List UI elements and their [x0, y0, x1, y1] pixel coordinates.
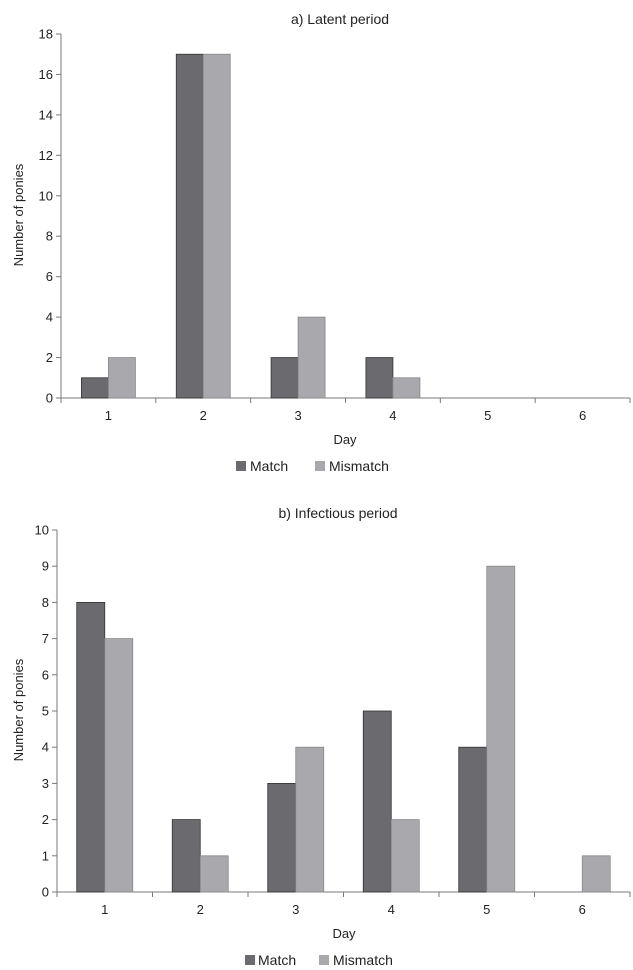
chart-b-legend-swatch-match: [245, 955, 255, 965]
chart-a-bar-match-day-3: [270, 357, 299, 399]
chart-a-legend-swatch-match: [236, 461, 246, 471]
chart-b-x-tick-label: 5: [483, 902, 490, 917]
chart-a-x-tick-label: 1: [105, 408, 112, 423]
chart-b-bar-mismatch-day-1: [104, 638, 134, 893]
chart-a-y-tick-label: 10: [39, 188, 53, 203]
chart-a-y-tick-label: 8: [46, 229, 53, 244]
chart-a-xlabel: Day: [333, 432, 357, 447]
chart-infectious-period: b) Infectious period Number of ponies Da…: [11, 505, 631, 968]
chart-b-bar-mismatch-day-6: [581, 855, 611, 893]
chart-a-legend-label-match: Match: [250, 458, 288, 474]
chart-a-y-tick-label: 6: [46, 269, 53, 284]
chart-b-y-tick-label: 9: [42, 559, 49, 574]
chart-a-bar-match-day-4: [365, 357, 394, 399]
chart-b-bar-match-day-1: [76, 602, 106, 893]
chart-a-y-tick-label: 12: [39, 148, 53, 163]
chart-b-bar-match-day-3: [267, 783, 297, 893]
chart-b-x-tick-label: 1: [101, 902, 108, 917]
chart-b-title: b) Infectious period: [278, 505, 397, 521]
chart-a-bar-mismatch-day-3: [297, 316, 326, 399]
chart-a-x-tick-label: 2: [200, 408, 207, 423]
chart-b-y-tick-label: 4: [42, 740, 49, 755]
chart-b-ylabel: Number of ponies: [11, 658, 26, 761]
chart-b-legend-label-mismatch: Mismatch: [333, 952, 393, 968]
chart-a-y-tick-label: 4: [46, 310, 53, 325]
chart-a-ylabel: Number of ponies: [11, 163, 26, 266]
chart-b-y-tick-label: 0: [42, 885, 49, 900]
chart-b-bar-match-day-4: [362, 710, 392, 893]
chart-b-y-tick-label: 6: [42, 667, 49, 682]
chart-b-y-tick-label: 10: [35, 523, 49, 538]
chart-b-y-tick-label: 7: [42, 631, 49, 646]
chart-b-legend: Match Mismatch: [245, 952, 393, 968]
chart-a-x-tick-label: 5: [484, 408, 491, 423]
chart-b-x-tick-label: 3: [292, 902, 299, 917]
chart-a-x-tick-label: 3: [294, 408, 301, 423]
chart-a-y-tick-label: 16: [39, 67, 53, 82]
chart-b-y-tick-label: 5: [42, 704, 49, 719]
chart-b-y-tick-label: 2: [42, 812, 49, 827]
chart-a-bar-mismatch-day-4: [392, 377, 421, 399]
chart-b-xlabel: Day: [332, 926, 356, 941]
chart-b-x-tick-label: 4: [388, 902, 395, 917]
chart-a-x-tick-label: 4: [389, 408, 396, 423]
chart-a-bar-mismatch-day-1: [108, 357, 136, 399]
chart-a-legend-swatch-mismatch: [315, 461, 325, 471]
chart-a-y-tick-label: 14: [39, 107, 53, 122]
chart-b-bar-match-day-5: [458, 746, 488, 893]
chart-a-bar-mismatch-day-2: [202, 53, 231, 399]
chart-a-legend-label-mismatch: Mismatch: [329, 458, 389, 474]
chart-b-y-tick-label: 3: [42, 776, 49, 791]
chart-a-bar-match-day-1: [81, 377, 109, 399]
chart-a-x-tick-label: 6: [579, 408, 586, 423]
chart-a-bar-match-day-2: [175, 53, 204, 399]
chart-latent-period: a) Latent period Number of ponies Day 0 2…: [11, 11, 631, 474]
chart-a-y-tick-label: 2: [46, 350, 53, 365]
chart-b-bar-mismatch-day-2: [199, 855, 229, 893]
chart-b-x-tick-label: 2: [197, 902, 204, 917]
chart-a-legend: Match Mismatch: [236, 458, 389, 474]
chart-b-y-tick-label: 1: [42, 848, 49, 863]
chart-b-x-tick-label: 6: [579, 902, 586, 917]
chart-b-bar-mismatch-day-3: [295, 746, 325, 893]
chart-a-y-tick-label: 0: [46, 391, 53, 406]
chart-b-bar-mismatch-day-5: [486, 565, 516, 893]
chart-a-title: a) Latent period: [291, 11, 389, 27]
chart-b-bar-match-day-2: [171, 819, 201, 893]
chart-b-legend-label-match: Match: [258, 952, 296, 968]
chart-b-plot-area: 0 1 2 3 4 5 6 7 8 9 10 1 2 3 4 5 6: [35, 523, 631, 917]
chart-b-bar-mismatch-day-4: [390, 819, 420, 893]
chart-a-y-tick-label: 18: [39, 27, 53, 42]
chart-b-y-tick-label: 8: [42, 595, 49, 610]
chart-b-legend-swatch-mismatch: [319, 955, 329, 965]
